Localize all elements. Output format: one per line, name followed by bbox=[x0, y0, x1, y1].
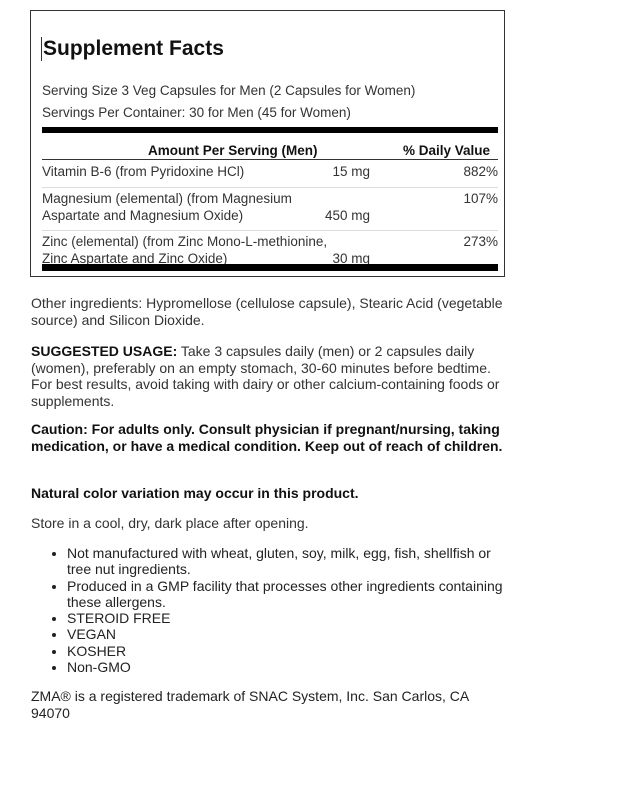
other-ingredients: Other ingredients: Hypromellose (cellulo… bbox=[31, 295, 503, 328]
thick-divider bbox=[42, 264, 498, 271]
nutrient-dv: 882% bbox=[463, 164, 498, 179]
list-item: KOSHER bbox=[67, 643, 517, 659]
nutrient-dv: 107% bbox=[463, 191, 498, 206]
header-divider bbox=[42, 159, 498, 160]
nutrient-amount: 450 mg bbox=[324, 207, 370, 223]
storage-instructions: Store in a cool, dry, dark place after o… bbox=[31, 515, 309, 531]
header-daily-value: % Daily Value bbox=[402, 143, 490, 158]
panel-title: Supplement Facts bbox=[41, 37, 224, 61]
usage-label: SUGGESTED USAGE: bbox=[31, 343, 178, 359]
usage-text: Take 3 capsules daily (men) or 2 capsule… bbox=[31, 343, 500, 409]
nutrient-row: Zinc (elemental) (from Zinc Mono-L-methi… bbox=[42, 234, 498, 268]
list-item: Non-GMO bbox=[67, 659, 517, 675]
nutrient-dv: 273% bbox=[463, 234, 498, 249]
nutrient-name: Zinc (elemental) (from Zinc Mono-L-methi… bbox=[42, 234, 328, 266]
caution-text: Caution: For adults only. Consult physic… bbox=[31, 421, 503, 454]
thick-divider bbox=[42, 127, 498, 133]
trademark-notice: ZMA® is a registered trademark of SNAC S… bbox=[31, 688, 469, 721]
color-variation-note: Natural color variation may occur in thi… bbox=[31, 485, 359, 501]
list-item: VEGAN bbox=[67, 626, 517, 642]
nutrient-amount: 15 mg bbox=[332, 164, 370, 179]
list-item: Not manufactured with wheat, gluten, soy… bbox=[67, 545, 517, 578]
supplement-facts-panel: Supplement Facts Serving Size 3 Veg Caps… bbox=[30, 10, 505, 277]
suggested-usage: SUGGESTED USAGE: Take 3 capsules daily (… bbox=[31, 343, 511, 409]
header-amount: Amount Per Serving (Men) bbox=[148, 143, 318, 158]
servings-per-container: Servings Per Container: 30 for Men (45 f… bbox=[42, 105, 351, 120]
serving-size: Serving Size 3 Veg Capsules for Men (2 C… bbox=[42, 83, 416, 98]
nutrient-name: Vitamin B-6 (from Pyridoxine HCl) bbox=[42, 164, 245, 179]
list-item: STEROID FREE bbox=[67, 610, 517, 626]
nutrient-name: Magnesium (elemental) (from Magnesium As… bbox=[42, 191, 292, 223]
product-attributes-list: Not manufactured with wheat, gluten, soy… bbox=[31, 545, 517, 675]
row-divider bbox=[42, 187, 498, 188]
nutrient-row: Vitamin B-6 (from Pyridoxine HCl) 15 mg … bbox=[42, 164, 498, 181]
nutrient-amount: 30 mg bbox=[332, 250, 370, 266]
nutrient-row: Magnesium (elemental) (from Magnesium As… bbox=[42, 191, 498, 225]
list-item: Produced in a GMP facility that processe… bbox=[67, 578, 517, 611]
row-divider bbox=[42, 230, 498, 231]
